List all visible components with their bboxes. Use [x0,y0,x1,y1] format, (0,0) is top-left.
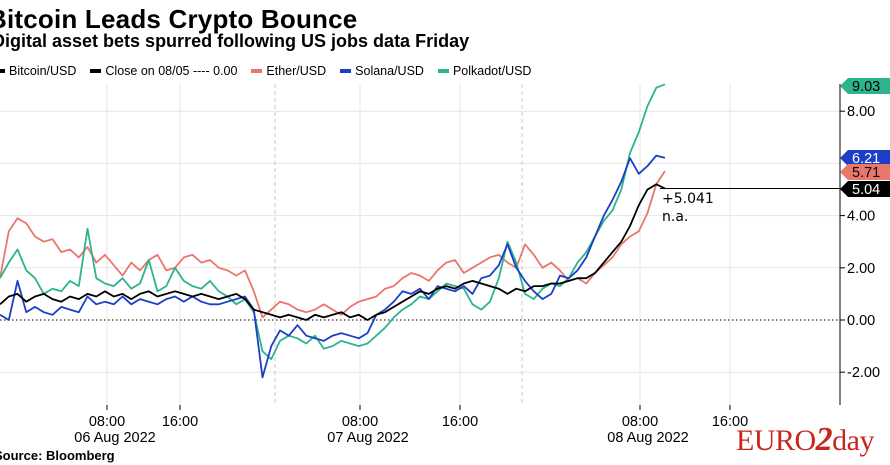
x-tick-label-time: 16:00 [162,414,198,430]
series-layer [0,83,666,379]
chart-subtitle: Digital asset bets spurred following US … [0,31,470,51]
chart-source: Source: Bloomberg [0,448,115,463]
x-tick-label-time: 08:00 [342,414,378,430]
last-value-badge-ether [840,164,890,180]
legend-item-bitcoin: Bitcoin/USD [0,64,76,78]
last-value-label-bitcoin: 5.04 [852,182,880,198]
annotation-na: n.a. [662,209,688,225]
brand-prefix: EURO [736,424,816,457]
last-value-badge-polkadot [840,78,890,94]
brand-number: 2 [815,421,833,458]
last-value-label-ether: 5.71 [852,165,880,181]
annotation-change: +5.041 [662,191,714,207]
last-value-badge-solana [840,150,890,166]
x-tick-label-time: 08:00 [622,414,658,430]
legend-label-solana: Solana/USD [355,64,424,78]
y-tick-label: 4.00 [847,209,875,225]
legend-swatch-solana [340,69,352,73]
series-line-bitcoin [0,183,666,321]
legend-label-close-reference: Close on 08/05 ---- 0.00 [105,64,238,78]
y-tick-label: -2.00 [847,365,880,381]
y-tick-label: 0.00 [847,313,875,329]
last-value-badge-bitcoin [840,181,890,197]
series-line-ether [0,170,666,319]
y-tick-label: 2.00 [847,261,875,277]
x-tick-label-date: 08 Aug 2022 [607,430,688,446]
brand-suffix: day [832,424,874,457]
last-value-label-solana: 6.21 [852,151,880,167]
legend-item-polkadot: Polkadot/USD [437,64,532,78]
brand-logo: EURO2day [736,421,874,459]
x-tick-label-time: 16:00 [712,414,748,430]
x-tick-label-time: 08:00 [89,414,125,430]
reference-layer [0,187,840,321]
x-tick-label-date: 07 Aug 2022 [327,430,408,446]
legend-label-polkadot: Polkadot/USD [452,64,532,78]
legend-item-ether: Ether/USD [251,64,326,78]
legend-swatch-polkadot [437,69,449,73]
y-tick-label: 8.00 [847,104,875,120]
chart-legend: Bitcoin/USD Close on 08/05 ---- 0.00 Eth… [0,61,545,81]
last-value-label-polkadot: 9.03 [852,79,880,95]
legend-item-solana: Solana/USD [340,64,424,78]
legend-item-close-reference: Close on 08/05 ---- 0.00 [90,64,237,78]
legend-label-ether: Ether/USD [266,64,327,78]
legend-swatch-bitcoin [0,69,5,73]
chart-title: Bitcoin Leads Crypto Bounce [0,4,358,34]
legend-swatch-close-reference [90,69,102,73]
series-line-solana [0,154,666,379]
grid-layer [0,84,840,405]
legend-label-bitcoin: Bitcoin/USD [9,64,77,78]
x-tick-label-date: 06 Aug 2022 [74,430,155,446]
x-tick-label-time: 16:00 [442,414,478,430]
series-line-polkadot [0,83,666,361]
badge-layer: 9.03 6.215.715.04 [840,78,890,198]
legend-swatch-ether [251,69,263,73]
